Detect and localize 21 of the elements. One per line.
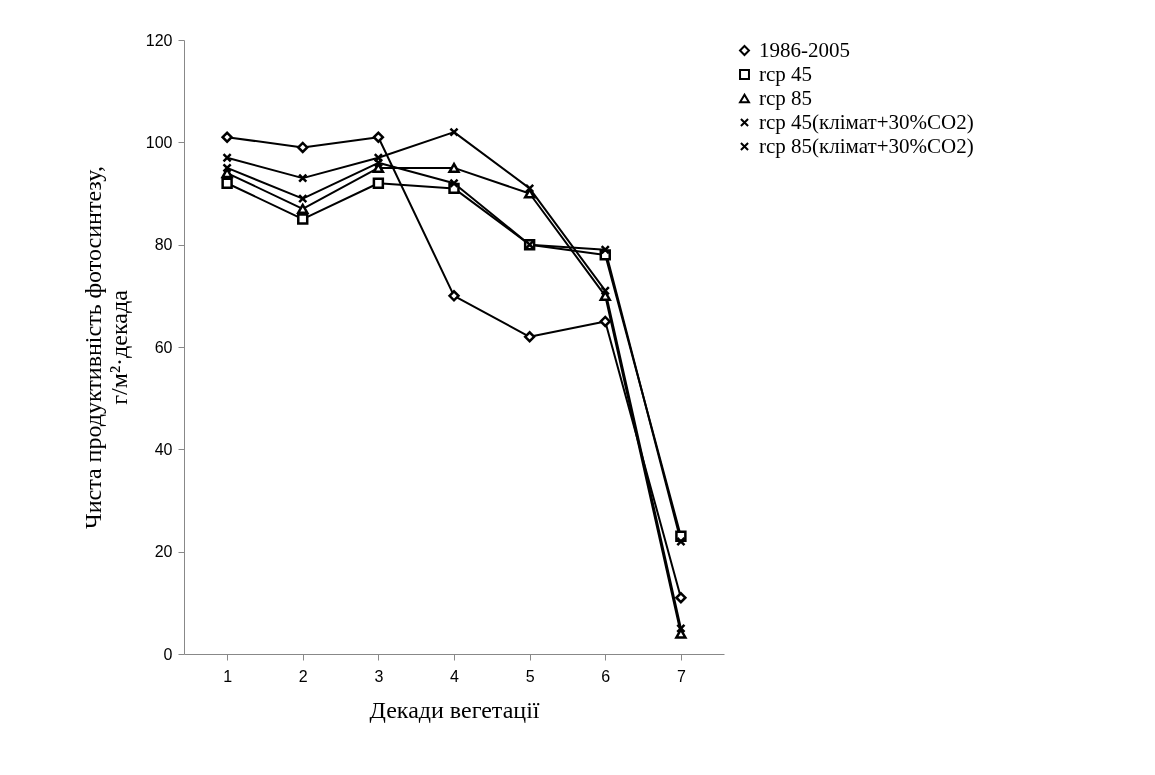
y-tick-label: 120 bbox=[145, 31, 173, 49]
x-tick-label: 7 bbox=[676, 667, 686, 685]
legend-label: rcp 45(клімат+30%CO2) bbox=[759, 109, 974, 134]
y-tick-label: 40 bbox=[154, 440, 173, 458]
y-tick-label: 80 bbox=[154, 236, 173, 254]
x-tick-label: 1 bbox=[223, 667, 233, 685]
legend-label: rcp 85 bbox=[759, 85, 813, 110]
legend-label: rcp 45 bbox=[759, 61, 813, 86]
x-tick-label: 5 bbox=[525, 667, 535, 685]
legend-label: rcp 85(клімат+30%CO2) bbox=[759, 133, 974, 158]
legend-label: 1986-2005 bbox=[759, 37, 850, 62]
y-axis-title: Чиста продуктивність фотосинтезу, г/м²·декада bbox=[79, 166, 132, 529]
y-tick-label: 20 bbox=[154, 543, 173, 561]
x-tick-label: 6 bbox=[601, 667, 611, 685]
y-tick-label: 0 bbox=[163, 645, 173, 663]
x-tick-label: 3 bbox=[374, 667, 384, 685]
y-tick-label: 100 bbox=[145, 133, 173, 151]
y-tick-label: 60 bbox=[154, 338, 173, 356]
x-tick-label: 4 bbox=[450, 667, 460, 685]
x-tick-label: 2 bbox=[298, 667, 308, 685]
x-axis-title: Декади вегетації bbox=[369, 696, 540, 723]
